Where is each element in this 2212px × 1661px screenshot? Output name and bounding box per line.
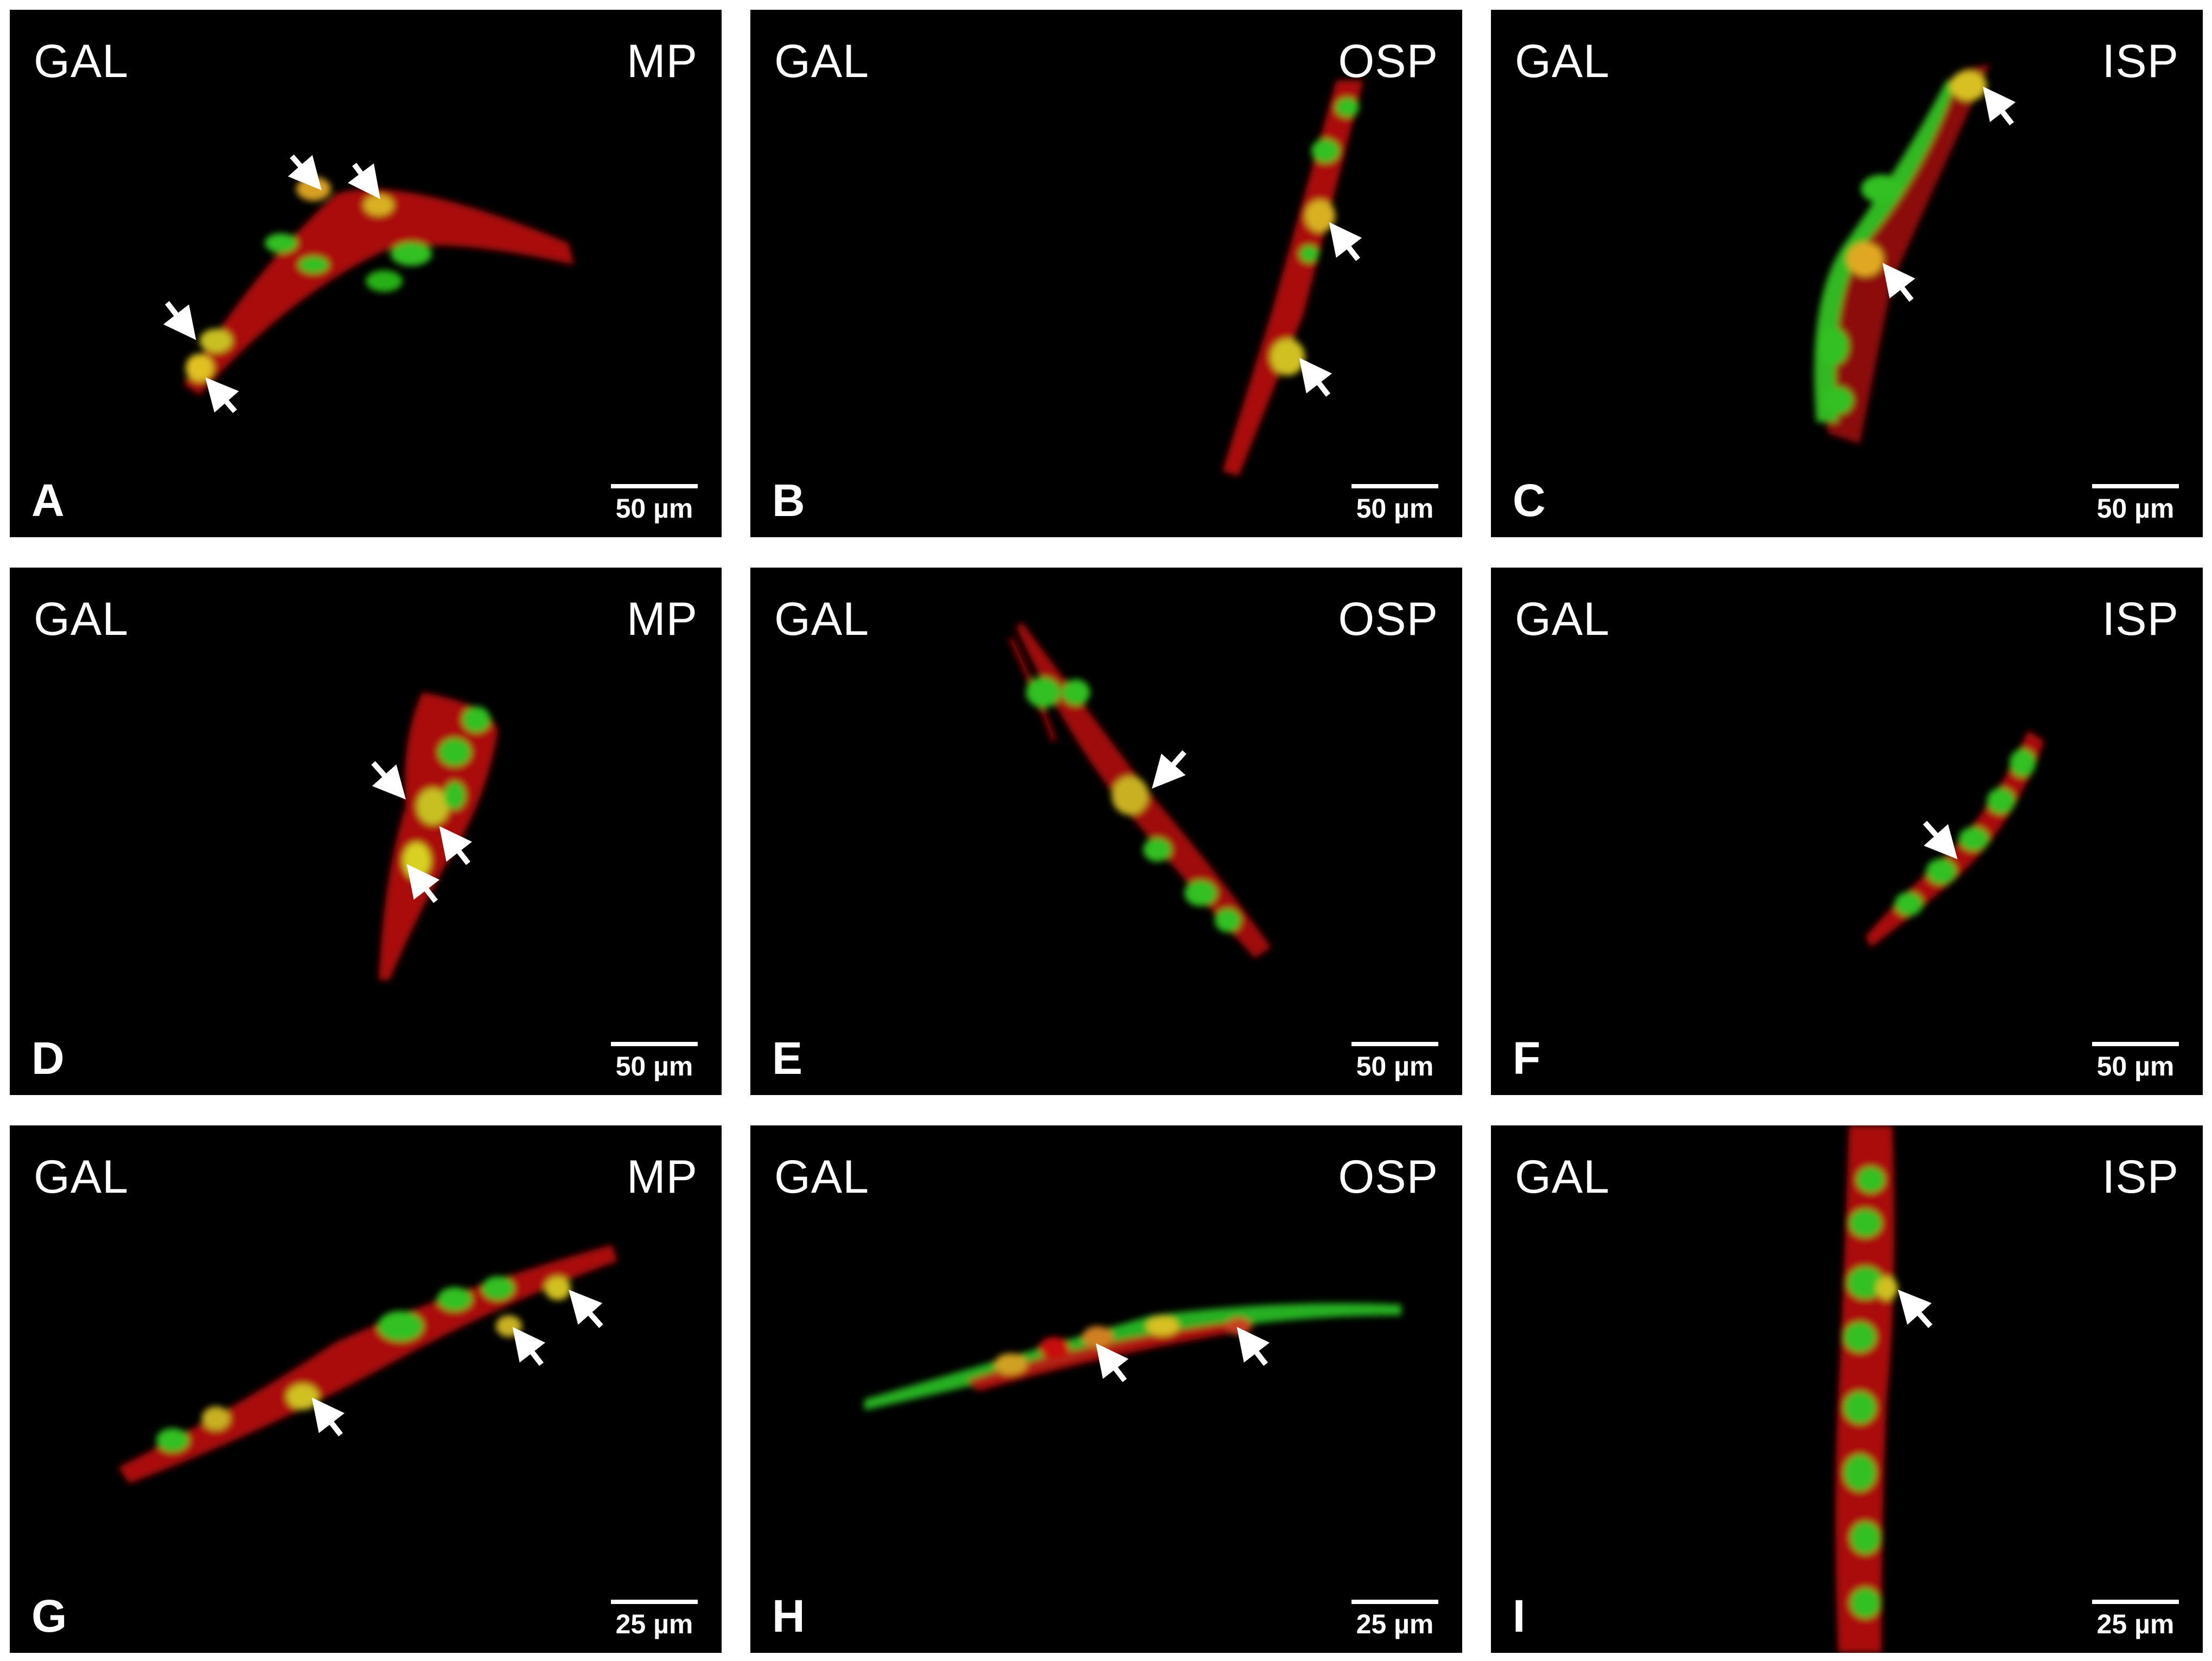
scale-bar: 50 µm xyxy=(1352,1042,1438,1080)
panel-letter: C xyxy=(1513,475,1546,526)
micrograph-panel-a: GAL MP A 50 µm xyxy=(10,10,722,537)
scale-bar: 25 µm xyxy=(611,1600,698,1638)
scale-bar: 50 µm xyxy=(611,1042,698,1080)
scale-bar-label: 50 µm xyxy=(2096,1051,2175,1081)
micrograph-image-a xyxy=(163,154,574,413)
scale-bar-line xyxy=(1352,1600,1438,1604)
stain-label: GAL xyxy=(774,593,870,645)
stain-label: GAL xyxy=(34,1151,129,1203)
scale-bar-line xyxy=(611,1600,698,1604)
scale-bar-line xyxy=(2092,484,2179,488)
scale-bar-label: 50 µm xyxy=(2096,493,2175,524)
micrograph-image-f xyxy=(1865,730,2044,947)
region-label: OSP xyxy=(1338,593,1438,645)
scale-bar-line xyxy=(611,1042,698,1046)
scale-bar-label: 50 µm xyxy=(615,493,693,524)
micrograph-panel-g: GAL MP G 25 µm xyxy=(10,1125,722,1653)
scale-bar: 50 µm xyxy=(1352,484,1438,522)
stain-label: GAL xyxy=(1515,35,1610,87)
scale-bar-line xyxy=(611,484,698,488)
micrograph-image-d xyxy=(371,692,498,980)
scale-bar-line xyxy=(2092,1042,2179,1046)
scale-bar-label: 25 µm xyxy=(2096,1609,2175,1639)
panel-letter: A xyxy=(31,475,65,526)
scale-bar: 50 µm xyxy=(2092,1042,2179,1080)
stain-label: GAL xyxy=(1515,1151,1610,1203)
panel-letter: B xyxy=(772,475,805,526)
panel-letter: G xyxy=(31,1590,67,1641)
region-label: MP xyxy=(627,593,698,645)
region-label: ISP xyxy=(2102,1151,2179,1203)
micrograph-panel-b: GAL OSP B 50 µm xyxy=(750,10,1462,537)
micrograph-image-e xyxy=(1009,622,1271,958)
scale-bar: 25 µm xyxy=(2092,1600,2179,1638)
micrograph-panel-f: GAL ISP F 50 µm xyxy=(1491,568,2203,1095)
scale-bar-label: 50 µm xyxy=(615,1051,693,1081)
scale-bar-label: 25 µm xyxy=(1356,1609,1434,1639)
stain-label: GAL xyxy=(774,1151,870,1203)
micrograph-panel-h: GAL OSP H 25 µm xyxy=(750,1125,1462,1653)
panel-letter: I xyxy=(1513,1590,1526,1641)
micrograph-image-i xyxy=(1835,1125,1933,1653)
stain-label: GAL xyxy=(34,593,129,645)
scale-bar-label: 25 µm xyxy=(615,1609,693,1639)
scale-bar-line xyxy=(2092,1600,2179,1604)
micrograph-panel-i: GAL ISP I 25 µm xyxy=(1491,1125,2203,1653)
region-label: MP xyxy=(627,1151,698,1203)
micrograph-image-c xyxy=(1814,64,2016,444)
scale-bar-label: 50 µm xyxy=(1356,493,1434,524)
region-label: OSP xyxy=(1338,35,1438,87)
panel-letter: F xyxy=(1513,1033,1541,1084)
region-label: ISP xyxy=(2102,593,2179,645)
micrograph-image-g xyxy=(118,1245,617,1484)
micrograph-panel-e: GAL OSP E 50 µm xyxy=(750,568,1462,1095)
panel-letter: H xyxy=(772,1590,805,1641)
panel-letter: E xyxy=(772,1033,803,1084)
stain-label: GAL xyxy=(34,35,129,87)
micrograph-image-b xyxy=(1222,80,1363,476)
scale-bar: 50 µm xyxy=(2092,484,2179,522)
scale-bar-line xyxy=(1352,1042,1438,1046)
region-label: OSP xyxy=(1338,1151,1438,1203)
region-label: ISP xyxy=(2102,35,2179,87)
micrograph-panel-c: GAL ISP C 50 µm xyxy=(1491,10,2203,537)
region-label: MP xyxy=(627,35,698,87)
scale-bar-line xyxy=(1352,484,1438,488)
scale-bar-label: 50 µm xyxy=(1356,1051,1434,1081)
micrograph-image-h xyxy=(864,1303,1401,1410)
micrograph-panel-d: GAL MP D 50 µm xyxy=(10,568,722,1095)
panel-letter: D xyxy=(31,1033,65,1084)
stain-label: GAL xyxy=(1515,593,1610,645)
stain-label: GAL xyxy=(774,35,870,87)
scale-bar: 50 µm xyxy=(611,484,698,522)
scale-bar: 25 µm xyxy=(1352,1600,1438,1638)
